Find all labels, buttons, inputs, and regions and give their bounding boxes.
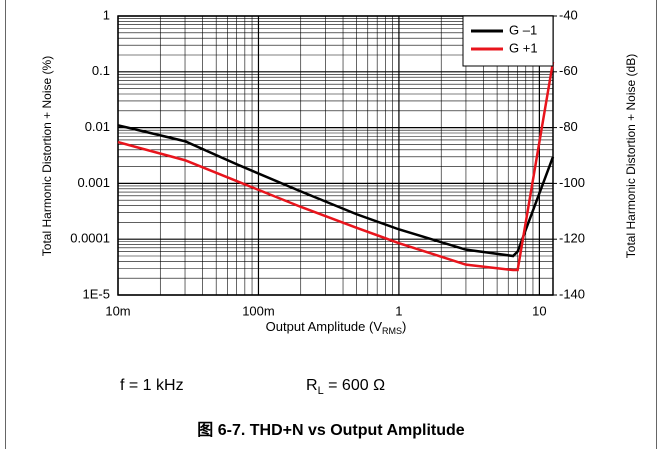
series-line <box>117 124 555 258</box>
y2-tick-label: -40 <box>559 7 578 22</box>
y-tick-label: 1E-5 <box>83 286 110 301</box>
x-axis-label-sub: RMS <box>382 326 402 336</box>
plot-frame <box>117 15 554 296</box>
caption: 图 6-7. THD+N vs Output Amplitude <box>197 421 465 439</box>
annotation-text: R <box>306 377 318 394</box>
y2-tick-label: -140 <box>559 286 585 301</box>
x-axis-label-text: Output Amplitude (V <box>266 319 383 334</box>
annotation: RL = 600 Ω <box>306 377 385 397</box>
annotation-sub: L <box>318 385 324 397</box>
y2-tick-label: -100 <box>559 175 585 190</box>
x-tick-label: 10m <box>105 303 130 318</box>
series-line <box>117 61 555 272</box>
y2-tick-label: -80 <box>559 119 578 134</box>
y-tick-label: 1 <box>103 7 110 22</box>
legend-box <box>462 15 554 67</box>
legend-label: G –1 <box>509 22 537 37</box>
x-axis-label-end: ) <box>402 319 406 334</box>
legend-label: G +1 <box>509 40 538 55</box>
y-tick-label: 0.1 <box>92 63 110 78</box>
x-tick-label: 1 <box>395 303 402 318</box>
x-tick-label: 10 <box>532 303 546 318</box>
x-axis-label: Output Amplitude (VRMS) <box>266 319 407 336</box>
y-tick-label: 0.001 <box>77 175 110 190</box>
y2-tick-label: -60 <box>559 63 578 78</box>
annotation-text: = 600 Ω <box>324 377 385 394</box>
y-tick-label: 0.01 <box>85 119 110 134</box>
annotation: f = 1 kHz <box>120 377 184 394</box>
y-axis-label: Total Harmonic Distortion + Noise (%) <box>40 56 54 256</box>
x-tick-label: 100m <box>242 303 275 318</box>
y2-tick-label: -120 <box>559 231 585 246</box>
y-tick-label: 0.0001 <box>70 231 110 246</box>
y2-axis-label: Total Harmonic Distortion + Noise (dB) <box>624 54 638 258</box>
